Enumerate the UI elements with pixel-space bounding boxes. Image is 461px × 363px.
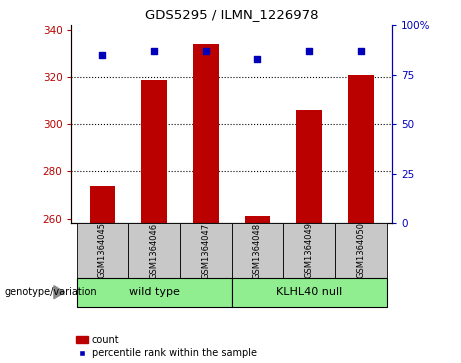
Bar xyxy=(77,278,231,307)
Bar xyxy=(231,278,387,307)
Bar xyxy=(335,223,387,278)
Text: GSM1364049: GSM1364049 xyxy=(305,223,313,278)
Point xyxy=(202,48,209,54)
Bar xyxy=(348,75,374,223)
Bar xyxy=(141,79,167,223)
Text: GSM1364048: GSM1364048 xyxy=(253,223,262,278)
Bar xyxy=(296,110,322,223)
Title: GDS5295 / ILMN_1226978: GDS5295 / ILMN_1226978 xyxy=(145,8,319,21)
Point xyxy=(99,52,106,58)
Legend: count, percentile rank within the sample: count, percentile rank within the sample xyxy=(77,335,257,358)
Text: GSM1364046: GSM1364046 xyxy=(150,223,159,278)
Point xyxy=(357,48,365,54)
Bar xyxy=(231,223,284,278)
Bar xyxy=(77,223,128,278)
Point xyxy=(306,48,313,54)
Text: GSM1364050: GSM1364050 xyxy=(356,223,366,278)
Bar xyxy=(245,216,271,223)
Bar xyxy=(128,223,180,278)
Text: KLHL40 null: KLHL40 null xyxy=(276,287,342,297)
Bar xyxy=(193,44,219,223)
Bar xyxy=(89,185,115,223)
Polygon shape xyxy=(54,286,65,299)
Text: wild type: wild type xyxy=(129,287,180,297)
Point xyxy=(150,48,158,54)
Bar xyxy=(284,223,335,278)
Point xyxy=(254,56,261,62)
Text: genotype/variation: genotype/variation xyxy=(5,287,97,297)
Text: GSM1364045: GSM1364045 xyxy=(98,223,107,278)
Bar xyxy=(180,223,231,278)
Text: GSM1364047: GSM1364047 xyxy=(201,223,210,278)
